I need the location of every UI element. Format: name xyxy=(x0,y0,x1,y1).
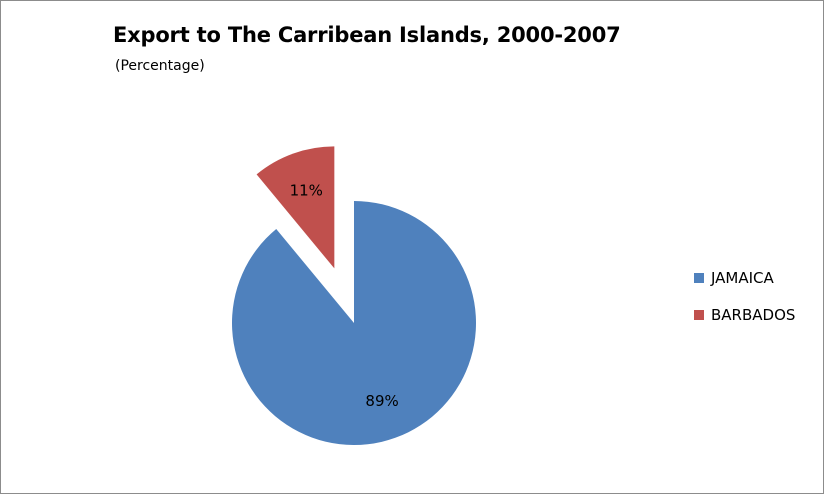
legend-item-barbados: BARBADOS xyxy=(694,304,795,326)
chart-subtitle: (Percentage) xyxy=(115,58,205,74)
pie-slices xyxy=(231,146,476,446)
legend-label: BARBADOS xyxy=(711,306,796,324)
pie-slice-jamaica xyxy=(231,201,476,446)
legend-swatch xyxy=(694,273,704,283)
legend-swatch xyxy=(694,310,704,320)
legend-label: JAMAICA xyxy=(711,269,774,287)
legend-item-jamaica: JAMAICA xyxy=(694,267,795,289)
chart-title: Export to The Carribean Islands, 2000-20… xyxy=(113,23,621,47)
pie-slice-barbados xyxy=(256,146,335,269)
slice-label-barbados: 11% xyxy=(290,181,323,199)
legend: JAMAICA BARBADOS xyxy=(694,267,795,341)
slice-label-jamaica: 89% xyxy=(365,392,398,410)
pie-slice-labels: 89% 11% xyxy=(290,181,399,410)
